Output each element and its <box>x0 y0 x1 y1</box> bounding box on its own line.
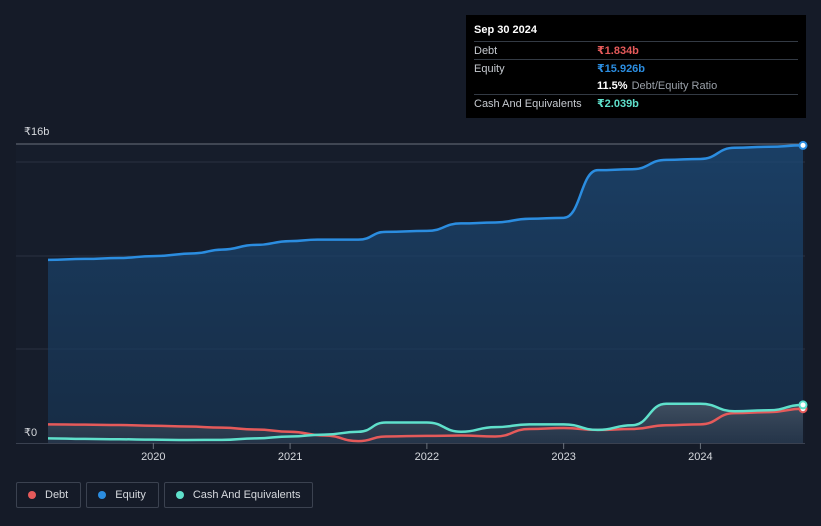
cash-dot-icon <box>175 491 184 499</box>
x-tick-label: 2021 <box>278 451 302 463</box>
y-axis-bottom-label: ₹0 <box>24 427 37 439</box>
tooltip-ratio-label: Debt/Equity Ratio <box>631 79 718 92</box>
equity-endpoint <box>798 140 808 150</box>
legend-label: Debt <box>45 489 69 501</box>
tooltip-value: ₹15.926b <box>597 63 646 75</box>
tooltip-value: ₹1.834b <box>597 45 639 57</box>
equity-area <box>48 145 803 443</box>
tooltip-label: Equity <box>474 62 505 75</box>
tooltip-row-equity: Equity ₹15.926b <box>474 59 798 77</box>
tooltip-label: Debt <box>474 44 498 57</box>
legend-label: Equity <box>115 489 146 501</box>
debt-dot-icon <box>28 491 36 499</box>
x-tick-label: 2023 <box>551 451 575 463</box>
tooltip-value: 11.5% <box>597 79 628 92</box>
legend-item-debt[interactable]: Debt <box>16 482 82 508</box>
legend-label: Cash And Equivalents <box>192 489 301 501</box>
debt-line <box>47 407 804 443</box>
equity-line <box>47 144 804 262</box>
legend: Debt Equity Cash And Equivalents <box>16 482 314 508</box>
tooltip-value: ₹2.039b <box>597 98 639 110</box>
tooltip-row-debt: Debt ₹1.834b <box>474 41 798 59</box>
tooltip-label: Cash And Equivalents <box>474 97 582 110</box>
cash-endpoint <box>798 400 808 410</box>
legend-item-cash[interactable]: Cash And Equivalents <box>163 482 314 508</box>
cash-line <box>47 402 804 442</box>
x-tick-label: 2020 <box>141 451 165 463</box>
x-tick-label: 2024 <box>688 451 712 463</box>
x-tick-label: 2022 <box>415 451 439 463</box>
y-axis-top-label: ₹16b <box>24 126 49 138</box>
tooltip-row-cash: Cash And Equivalents ₹2.039b <box>474 94 798 112</box>
equity-dot-icon <box>98 491 107 499</box>
tooltip-row-ratio: 11.5% Debt/Equity Ratio <box>474 77 798 94</box>
legend-item-equity[interactable]: Equity <box>86 482 159 508</box>
tooltip: Sep 30 2024 Debt ₹1.834b Equity ₹15.926b… <box>466 15 806 118</box>
tooltip-date: Sep 30 2024 <box>474 24 537 36</box>
